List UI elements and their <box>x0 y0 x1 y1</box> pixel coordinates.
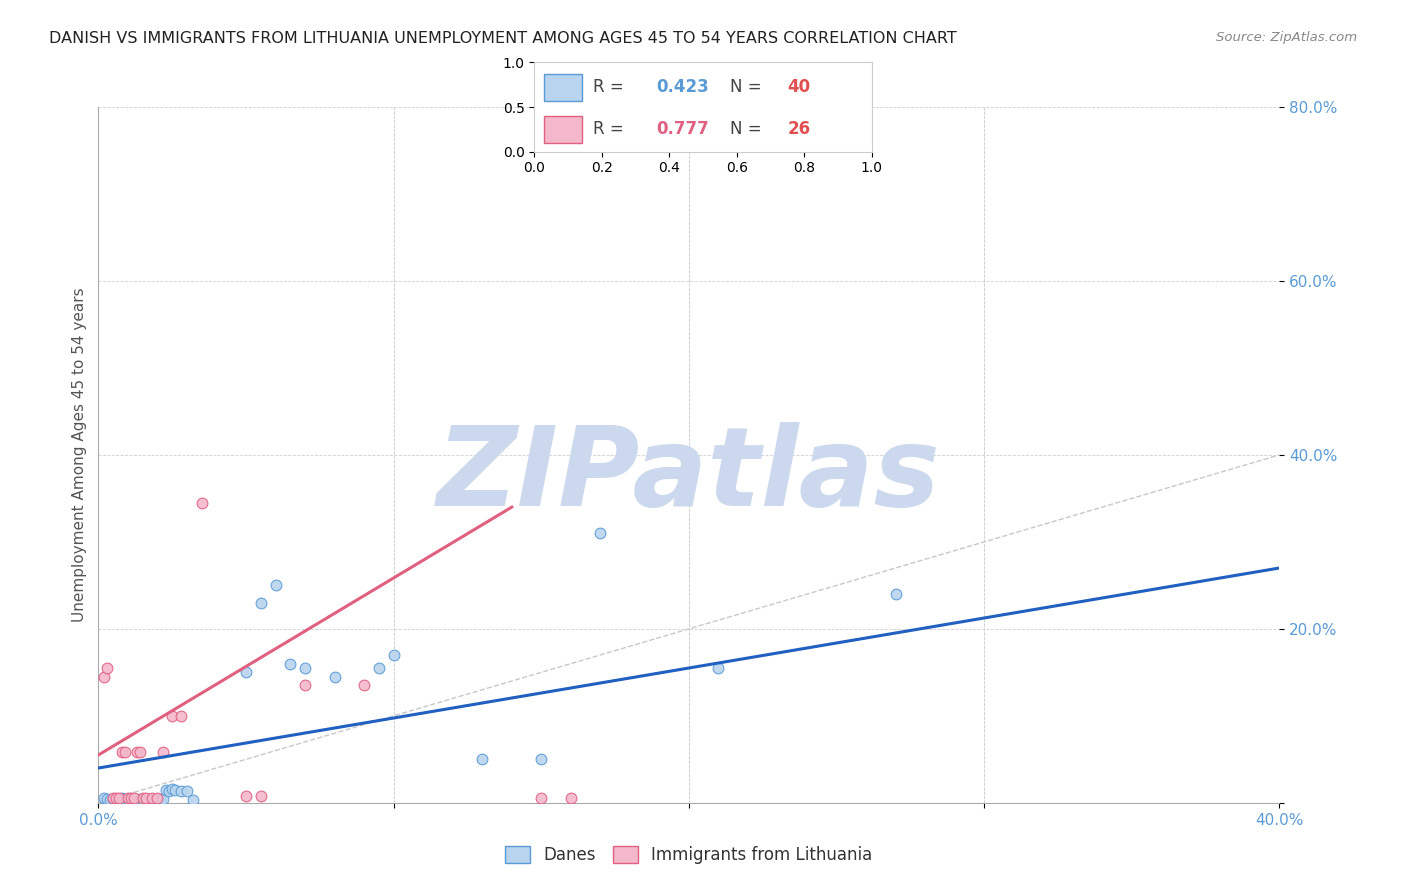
Point <box>122 792 145 806</box>
Point <box>146 791 169 805</box>
Text: ZIPatlas: ZIPatlas <box>437 422 941 529</box>
Point <box>530 791 553 805</box>
Point <box>278 657 302 671</box>
Point <box>138 792 160 806</box>
Point <box>884 587 907 601</box>
Point <box>250 596 273 610</box>
Point <box>105 791 128 805</box>
Point <box>323 670 346 684</box>
Point <box>294 678 316 692</box>
Point <box>152 745 174 759</box>
Point <box>170 784 193 798</box>
Point <box>165 782 187 797</box>
Point <box>105 792 128 806</box>
Point <box>125 745 148 759</box>
Point <box>250 789 273 803</box>
Text: N =: N = <box>730 78 766 96</box>
Point <box>141 793 163 807</box>
Point <box>162 708 183 723</box>
Point <box>141 791 163 805</box>
Point <box>560 791 582 805</box>
Point <box>114 792 136 806</box>
Point <box>294 661 316 675</box>
Y-axis label: Unemployment Among Ages 45 to 54 years: Unemployment Among Ages 45 to 54 years <box>72 287 87 623</box>
Text: R =: R = <box>593 78 630 96</box>
Point <box>235 789 257 803</box>
Point <box>155 782 177 797</box>
Point <box>111 745 134 759</box>
Point <box>191 496 214 510</box>
Point <box>93 670 115 684</box>
Point <box>368 661 391 675</box>
Text: 40: 40 <box>787 78 810 96</box>
Point <box>157 783 180 797</box>
Point <box>135 791 157 805</box>
Point <box>117 792 139 806</box>
Point <box>108 793 131 807</box>
Point <box>93 791 115 805</box>
Point <box>103 791 125 805</box>
Point <box>120 793 142 807</box>
Text: 0.423: 0.423 <box>655 78 709 96</box>
Point <box>120 791 142 805</box>
Point <box>122 791 145 805</box>
Point <box>382 648 405 662</box>
Point <box>176 783 198 797</box>
Point <box>132 793 155 807</box>
Point <box>125 793 148 807</box>
Point <box>96 792 118 806</box>
Point <box>117 791 139 805</box>
FancyBboxPatch shape <box>544 116 582 143</box>
Point <box>181 793 204 807</box>
Point <box>353 678 375 692</box>
Text: 0.777: 0.777 <box>655 120 709 138</box>
Point <box>96 661 118 675</box>
Point <box>111 791 134 805</box>
Point <box>152 792 174 806</box>
Point <box>530 752 553 766</box>
FancyBboxPatch shape <box>544 74 582 101</box>
Point <box>103 792 125 806</box>
Text: Source: ZipAtlas.com: Source: ZipAtlas.com <box>1216 31 1357 45</box>
Point <box>98 793 121 807</box>
Point <box>132 791 155 805</box>
Point <box>589 526 612 541</box>
Point <box>128 792 150 806</box>
Point <box>108 791 131 805</box>
Text: N =: N = <box>730 120 766 138</box>
Point <box>149 792 172 806</box>
Point <box>235 665 257 680</box>
Point <box>471 752 494 766</box>
Point <box>135 793 157 807</box>
Point <box>707 661 730 675</box>
Legend: Danes, Immigrants from Lithuania: Danes, Immigrants from Lithuania <box>499 839 879 871</box>
Text: 26: 26 <box>787 120 810 138</box>
Text: DANISH VS IMMIGRANTS FROM LITHUANIA UNEMPLOYMENT AMONG AGES 45 TO 54 YEARS CORRE: DANISH VS IMMIGRANTS FROM LITHUANIA UNEM… <box>49 31 957 46</box>
Text: R =: R = <box>593 120 630 138</box>
Point <box>162 781 183 796</box>
Point <box>264 578 287 592</box>
Point <box>170 708 193 723</box>
Point <box>128 745 150 759</box>
Point <box>114 745 136 759</box>
Point <box>146 793 169 807</box>
